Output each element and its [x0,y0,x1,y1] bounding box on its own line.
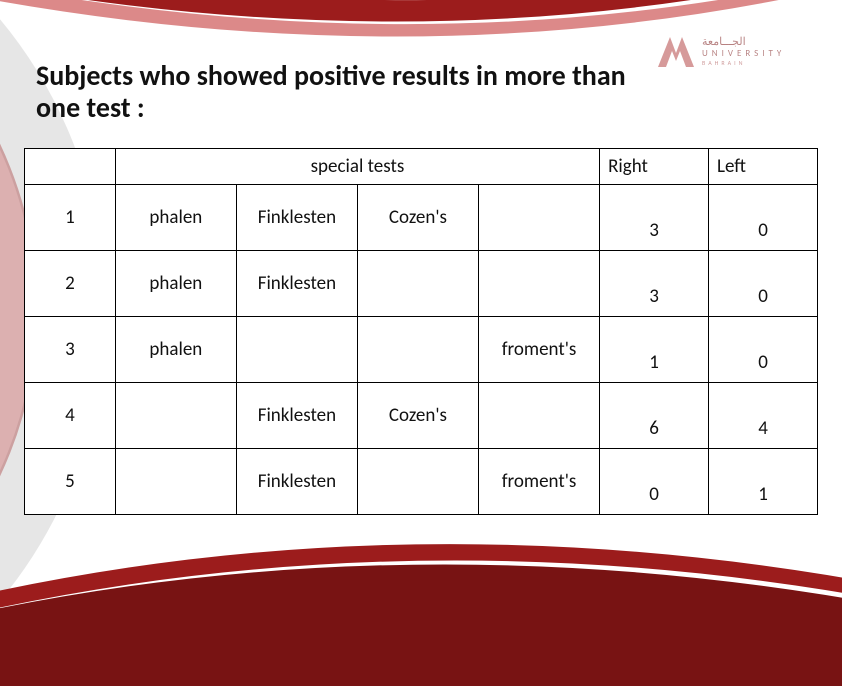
test-cell [357,449,478,515]
test-cell [236,317,357,383]
test-cell [115,449,236,515]
row-number: 1 [25,185,116,251]
logo-text-english: UNIVERSITY [702,49,785,58]
right-value: 0 [600,449,709,515]
table-header-row: special tests Right Left [25,149,818,185]
table-row: 1 phalen Finklesten Cozen's 3 0 [25,185,818,251]
test-cell: Cozen's [357,383,478,449]
test-cell [478,185,599,251]
test-cell: phalen [115,185,236,251]
left-value: 4 [709,383,818,449]
right-value: 3 [600,185,709,251]
header-right: Right [600,149,709,185]
bg-curve-bottom [0,486,842,686]
left-value: 0 [709,185,818,251]
university-logo: الجـــامعة UNIVERSITY BAHRAIN [654,28,824,74]
header-special-tests: special tests [115,149,599,185]
test-cell: froment's [478,317,599,383]
test-cell: froment's [478,449,599,515]
test-cell: phalen [115,317,236,383]
test-cell [478,383,599,449]
test-cell: Finklesten [236,251,357,317]
table-body: 1 phalen Finklesten Cozen's 3 0 2 phalen… [25,185,818,515]
row-number: 5 [25,449,116,515]
right-value: 3 [600,251,709,317]
header-left: Left [709,149,818,185]
test-cell [478,251,599,317]
logo-text: الجـــامعة UNIVERSITY BAHRAIN [702,36,785,66]
page-title: Subjects who showed positive results in … [36,60,642,124]
test-cell: Cozen's [357,185,478,251]
test-cell: Finklesten [236,185,357,251]
logo-text-arabic: الجـــامعة [702,36,785,47]
table-row: 5 Finklesten froment's 0 1 [25,449,818,515]
table-row: 3 phalen froment's 1 0 [25,317,818,383]
row-number: 2 [25,251,116,317]
test-cell: phalen [115,251,236,317]
test-cell [357,317,478,383]
logo-mark-icon [654,31,694,71]
table-row: 4 Finklesten Cozen's 6 4 [25,383,818,449]
left-value: 0 [709,317,818,383]
test-cell [115,383,236,449]
left-value: 1 [709,449,818,515]
row-number: 3 [25,317,116,383]
table-row: 2 phalen Finklesten 3 0 [25,251,818,317]
row-number: 4 [25,383,116,449]
logo-text-sub: BAHRAIN [702,60,785,66]
right-value: 1 [600,317,709,383]
test-cell [357,251,478,317]
header-blank [25,149,116,185]
left-value: 0 [709,251,818,317]
test-cell: Finklesten [236,449,357,515]
right-value: 6 [600,383,709,449]
test-cell: Finklesten [236,383,357,449]
results-table: special tests Right Left 1 phalen Finkle… [24,148,818,515]
